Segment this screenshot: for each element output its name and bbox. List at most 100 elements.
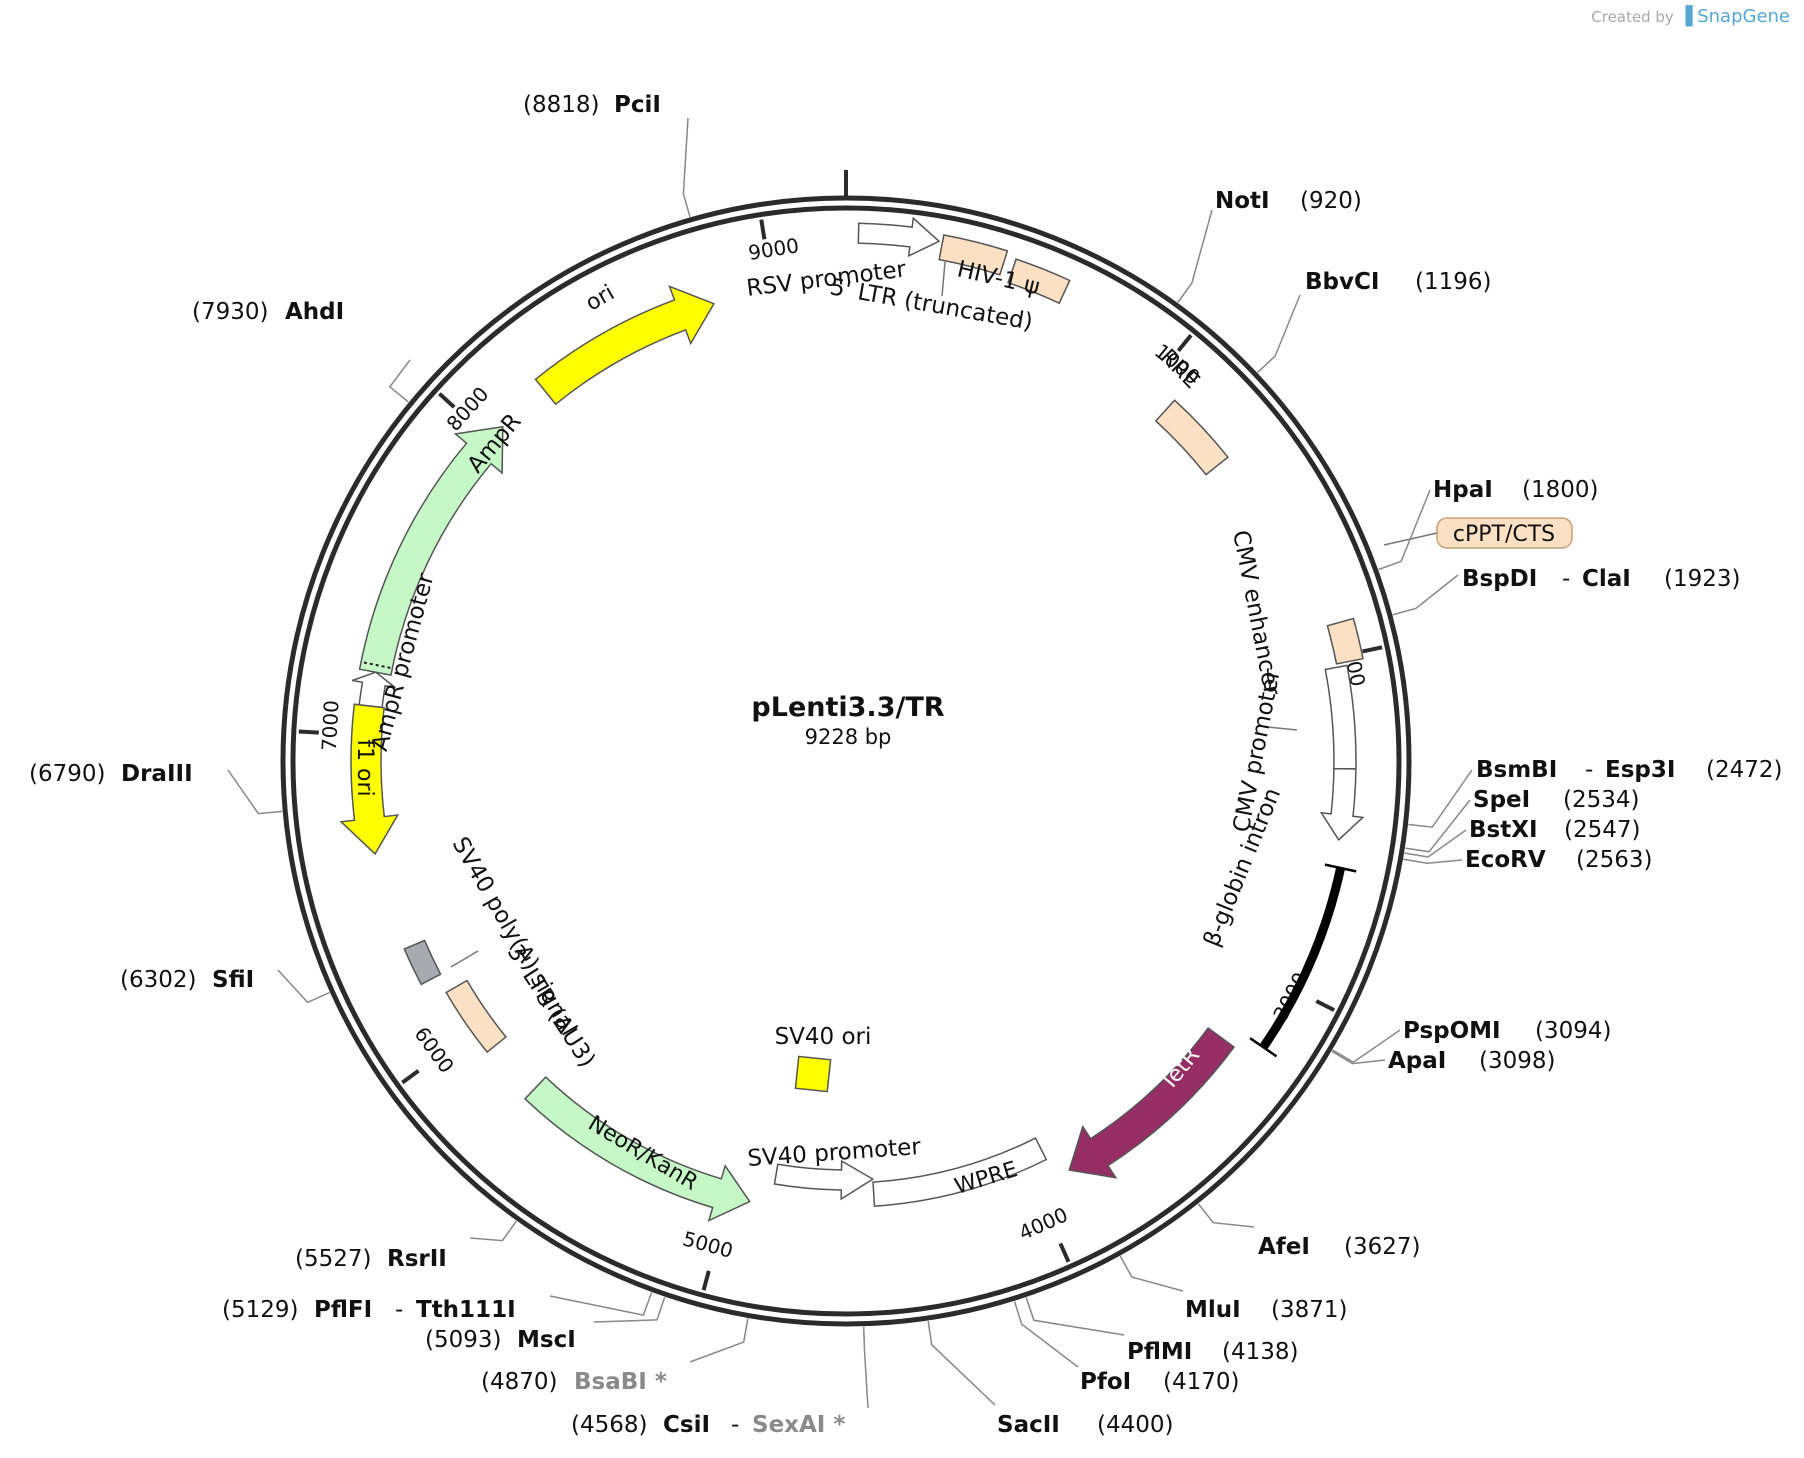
- site-draiii-position: (6790): [29, 761, 105, 787]
- site-afei-position: (3627): [1344, 1234, 1420, 1260]
- cppt-cts-box[interactable]: [1326, 617, 1364, 665]
- wpre-box[interactable]: [872, 1137, 1048, 1207]
- site-msci-name[interactable]: MscI: [517, 1327, 576, 1353]
- ampr-promoter-arrow[interactable]: [351, 671, 396, 709]
- credit-prefix: Created by: [1591, 8, 1674, 26]
- site-pflfi-tth111i[interactable]: (5129) PflFI - Tth111I: [222, 1292, 653, 1323]
- site-pcii-name[interactable]: PciI: [614, 92, 661, 118]
- site-bstxi-name[interactable]: BstXI: [1469, 817, 1538, 843]
- site-spei-leader: [1405, 799, 1471, 853]
- hiv-psi-box[interactable]: [1007, 258, 1071, 305]
- site-ahdi-name[interactable]: AhdI: [285, 299, 344, 325]
- site-bsabi-name[interactable]: BsaBI *: [574, 1369, 667, 1395]
- snapgene-logo-icon: ▐: [1678, 6, 1693, 27]
- site-sacii-leader: [927, 1320, 996, 1406]
- site-ahdi[interactable]: (7930) AhdI: [192, 299, 411, 403]
- site-rsrii-name[interactable]: RsrII: [387, 1246, 447, 1272]
- beta-globin-intron-bar[interactable]: [1249, 863, 1357, 1058]
- label-sv40-promoter: SV40 promoter: [747, 1134, 923, 1172]
- sv40-ori-box[interactable]: [794, 1055, 832, 1093]
- site-sacii-name[interactable]: SacII: [997, 1412, 1060, 1438]
- sv40-polya-box[interactable]: [403, 939, 442, 986]
- site-csii-name[interactable]: CsiI: [663, 1412, 710, 1438]
- beta-globin-intron-arc: [1259, 867, 1345, 1050]
- site-sexai-name[interactable]: SexAI *: [752, 1412, 845, 1438]
- label-f1-ori: f1 ori: [352, 739, 377, 796]
- three-prime-ltr-box[interactable]: [445, 979, 507, 1054]
- site-ecorv-name[interactable]: EcoRV: [1465, 847, 1546, 873]
- site-msci[interactable]: (5093) MscI: [425, 1296, 666, 1353]
- site-csii-leader: [862, 1326, 869, 1409]
- site-apai[interactable]: ApaI (3098): [1331, 1048, 1556, 1074]
- site-pflfi-name[interactable]: PflFI: [314, 1297, 372, 1323]
- rsv-promoter-arrow[interactable]: [857, 216, 941, 258]
- site-bspdi-name[interactable]: BspDI: [1462, 566, 1537, 592]
- ori-arrow[interactable]: [534, 285, 715, 406]
- site-bsmbi-leader: [1408, 769, 1473, 828]
- site-bbvci[interactable]: BbvCI (1196): [1257, 269, 1492, 374]
- beta-globin-intron-end-cap: [1249, 1037, 1278, 1058]
- tetr-arrow[interactable]: [1068, 1026, 1236, 1179]
- five-prime-ltr-box[interactable]: [938, 234, 1009, 276]
- site-pflfi-position: (5129): [222, 1297, 298, 1323]
- sv40-polya-leader: [450, 950, 479, 968]
- site-spei[interactable]: SpeI (2534): [1405, 787, 1639, 853]
- site-msci-position: (5093): [425, 1327, 501, 1353]
- site-bspdi-clai[interactable]: BspDI - ClaI (1923): [1392, 566, 1741, 616]
- site-bstxi[interactable]: BstXI (2547): [1404, 817, 1641, 858]
- site-sfii-name[interactable]: SfiI: [212, 967, 254, 993]
- site-csii-sexai[interactable]: (4568) CsiI - SexAI *: [571, 1326, 869, 1438]
- snapgene-credit: Created by ▐ SnapGene: [1591, 6, 1790, 27]
- ltr5-leader: [941, 261, 946, 297]
- site-bsmbi-esp3i[interactable]: BsmBI - Esp3I (2472): [1408, 757, 1782, 828]
- site-bbvci-name[interactable]: BbvCI: [1305, 269, 1379, 295]
- plasmid-size: 9228 bp: [805, 725, 892, 749]
- site-spei-name[interactable]: SpeI: [1473, 787, 1530, 813]
- site-pflmi-position: (4138): [1222, 1339, 1298, 1365]
- label-sv40-ori: SV40 ori: [775, 1024, 872, 1050]
- site-apai-position: (3098): [1479, 1048, 1555, 1074]
- site-ecorv[interactable]: EcoRV (2563): [1403, 847, 1652, 873]
- neor-kanr-arrow[interactable]: [523, 1076, 751, 1222]
- site-afei-name[interactable]: AfeI: [1258, 1234, 1310, 1260]
- site-draiii[interactable]: (6790) DraIII: [29, 761, 283, 815]
- site-hpai-position: (1800): [1522, 477, 1598, 503]
- site-bsmbi-name[interactable]: BsmBI: [1476, 757, 1557, 783]
- site-clai-name[interactable]: ClaI: [1582, 566, 1631, 592]
- site-pfoi-name[interactable]: PfoI: [1080, 1369, 1131, 1395]
- site-hpai-name[interactable]: HpaI: [1433, 477, 1493, 503]
- site-hpai[interactable]: HpaI (1800): [1378, 477, 1599, 571]
- site-draiii-leader: [227, 769, 283, 815]
- site-pcii[interactable]: (8818) PciI: [523, 92, 691, 218]
- site-draiii-name[interactable]: DraIII: [121, 761, 193, 787]
- label-cppt-cts: cPPT/CTS: [1453, 522, 1555, 547]
- site-pflmi-leader: [1025, 1297, 1125, 1336]
- cmv-promoter-arrow[interactable]: [1319, 767, 1365, 841]
- site-bsabi-position: (4870): [481, 1369, 557, 1395]
- site-mlui[interactable]: MluI (3871): [1119, 1255, 1347, 1323]
- site-noti-leader: [1177, 209, 1213, 303]
- site-pfoi[interactable]: PfoI (4170): [1013, 1301, 1240, 1395]
- ampr-arrow[interactable]: [358, 425, 504, 676]
- site-sfii[interactable]: (6302) SfiI: [120, 967, 330, 1004]
- site-pflmi[interactable]: PflMI (4138): [1025, 1297, 1298, 1366]
- site-esp3i-name[interactable]: Esp3I: [1605, 757, 1675, 783]
- site-pflmi-name[interactable]: PflMI: [1127, 1339, 1192, 1365]
- site-apai-name[interactable]: ApaI: [1388, 1048, 1446, 1074]
- site-pspomi-name[interactable]: PspOMI: [1403, 1018, 1501, 1044]
- site-tth111i-name[interactable]: Tth111I: [416, 1297, 516, 1323]
- sv40-promoter-arrow[interactable]: [773, 1159, 875, 1201]
- site-mlui-name[interactable]: MluI: [1185, 1297, 1241, 1323]
- site-rsrii[interactable]: (5527) RsrII: [295, 1220, 518, 1272]
- credit-brand: SnapGene: [1697, 6, 1790, 27]
- site-mlui-position: (3871): [1271, 1297, 1347, 1323]
- site-noti-name[interactable]: NotI: [1215, 188, 1270, 214]
- site-sacii[interactable]: SacII (4400): [927, 1320, 1173, 1438]
- tick-8000: 8000: [438, 382, 493, 436]
- site-pspomi[interactable]: PspOMI (3094): [1332, 1018, 1612, 1064]
- site-afei[interactable]: AfeI (3627): [1197, 1203, 1420, 1260]
- rre-box[interactable]: [1154, 399, 1229, 476]
- site-noti[interactable]: NotI (920): [1177, 188, 1362, 303]
- site-bsabi[interactable]: (4870) BsaBI *: [481, 1318, 749, 1395]
